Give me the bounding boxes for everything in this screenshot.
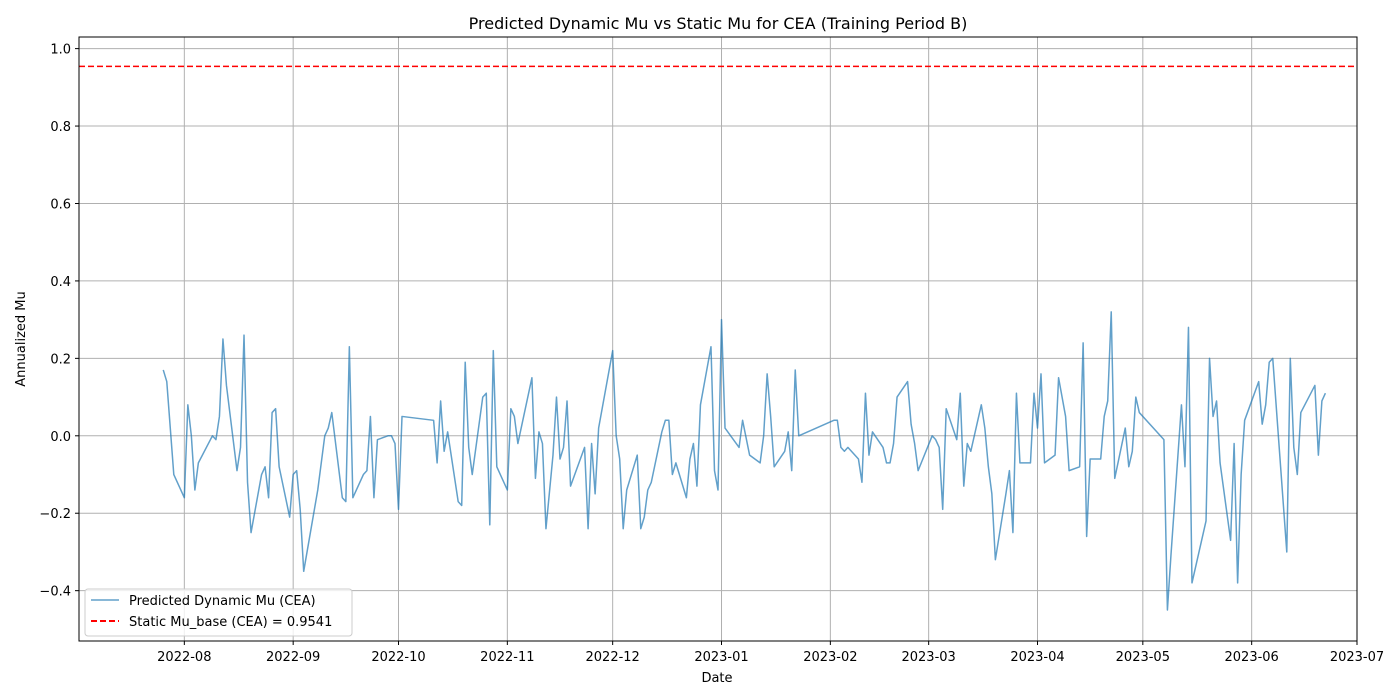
legend-label-dynamic-mu: Predicted Dynamic Mu (CEA) bbox=[129, 594, 316, 609]
x-tick-label: 2023-06 bbox=[1225, 650, 1279, 665]
x-tick-label: 2023-05 bbox=[1116, 650, 1170, 665]
x-tick-label: 2023-03 bbox=[901, 650, 955, 665]
y-tick-label: 0.8 bbox=[50, 120, 71, 135]
x-tick-label: 2022-11 bbox=[480, 650, 534, 665]
y-tick-label: 0.4 bbox=[50, 275, 71, 290]
series-line-dynamic-mu bbox=[162, 311, 1327, 611]
x-tick-label: 2023-01 bbox=[694, 650, 748, 665]
chart-title: Predicted Dynamic Mu vs Static Mu for CE… bbox=[469, 14, 968, 33]
x-tick-label: 2022-10 bbox=[371, 650, 425, 665]
x-tick-label: 2023-07 bbox=[1330, 650, 1384, 665]
legend: Predicted Dynamic Mu (CEA) Static Mu_bas… bbox=[84, 588, 353, 637]
x-axis: 2022-08 2022-09 2022-10 2022-11 2022-12 2023-… bbox=[157, 641, 1384, 665]
plot-frame bbox=[78, 36, 1358, 642]
x-tick-label: 2022-12 bbox=[586, 650, 640, 665]
y-tick-label: −0.4 bbox=[39, 585, 71, 600]
legend-label-static-mu: Static Mu_base (CEA) = 0.9541 bbox=[129, 615, 332, 630]
y-tick-label: 0.2 bbox=[50, 352, 71, 367]
y-tick-label: 1.0 bbox=[50, 43, 71, 58]
series-layer bbox=[79, 65, 1357, 611]
x-tick-label: 2023-02 bbox=[803, 650, 857, 665]
y-tick-label: 0.6 bbox=[50, 197, 71, 212]
x-tick-label: 2022-08 bbox=[157, 650, 211, 665]
y-axis-label: Annualized Mu bbox=[14, 291, 29, 386]
x-tick-label: 2022-09 bbox=[266, 650, 320, 665]
grid-layer bbox=[79, 37, 1358, 641]
legend-box bbox=[84, 588, 353, 637]
x-axis-label: Date bbox=[701, 671, 732, 686]
x-tick-label: 2023-04 bbox=[1010, 650, 1064, 665]
y-axis: −0.4 −0.2 0.0 0.2 0.4 0.6 0.8 1.0 bbox=[39, 43, 79, 600]
y-tick-label: −0.2 bbox=[39, 507, 71, 522]
y-tick-label: 0.0 bbox=[50, 430, 71, 445]
